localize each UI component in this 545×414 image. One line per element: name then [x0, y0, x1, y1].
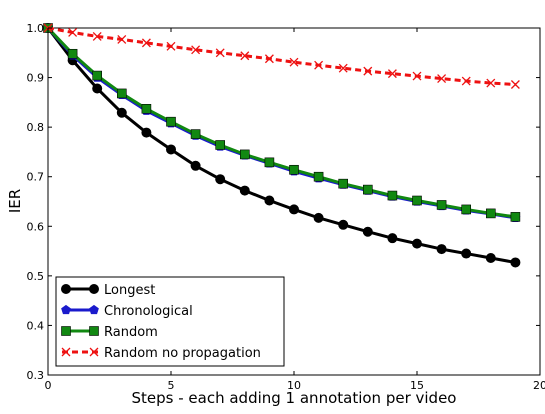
- legend-marker: [89, 326, 99, 336]
- data-point: [510, 212, 521, 222]
- data-point: [362, 226, 373, 237]
- series-line-3: [47, 26, 516, 87]
- data-point: [486, 78, 496, 88]
- x-tick-label: 5: [168, 379, 175, 392]
- data-point: [215, 174, 226, 185]
- data-point: [436, 244, 447, 255]
- data-point: [141, 104, 152, 114]
- data-point: [117, 88, 127, 99]
- data-point: [289, 204, 299, 215]
- x-tick-label: 0: [45, 379, 52, 392]
- data-point: [166, 144, 176, 155]
- data-point: [264, 157, 275, 168]
- data-point: [215, 48, 225, 58]
- data-point: [314, 60, 324, 70]
- data-point: [412, 238, 422, 249]
- data-point: [92, 70, 102, 81]
- legend-entry-1: Chronological: [61, 304, 193, 319]
- x-axis-title: Steps - each adding 1 annotation per vid…: [132, 389, 457, 407]
- data-point: [363, 66, 373, 76]
- y-tick-label: 0.3: [27, 369, 45, 382]
- data-point: [412, 195, 422, 206]
- data-point: [485, 208, 496, 219]
- data-point: [313, 212, 324, 223]
- y-tick-label: 0.8: [27, 121, 45, 134]
- y-tick-label: 0.4: [27, 319, 45, 332]
- data-point: [215, 140, 225, 150]
- data-point: [166, 116, 176, 127]
- data-point: [338, 63, 348, 73]
- data-point: [461, 76, 471, 86]
- data-point: [510, 257, 521, 268]
- legend-label: Longest: [104, 283, 155, 298]
- data-point: [191, 45, 201, 55]
- data-point: [68, 28, 78, 37]
- y-tick-label: 0.9: [27, 72, 45, 85]
- legend-marker: [61, 326, 71, 336]
- data-point: [485, 253, 496, 264]
- legend-entry-3: Random no propagation: [61, 346, 261, 361]
- data-point: [510, 80, 520, 89]
- data-point: [289, 57, 299, 67]
- legend-marker: [89, 304, 99, 315]
- data-point: [387, 69, 397, 79]
- data-point: [190, 129, 201, 139]
- series-0: [43, 23, 521, 268]
- data-point: [289, 164, 299, 175]
- data-point: [141, 38, 151, 48]
- data-point: [437, 74, 447, 84]
- data-point: [239, 185, 250, 196]
- legend-entry-0: Longest: [61, 283, 155, 298]
- data-point: [387, 190, 398, 201]
- legend-label: Random no propagation: [104, 346, 261, 361]
- x-tick-label: 15: [410, 379, 424, 392]
- legend-marker: [89, 284, 99, 294]
- data-point: [412, 71, 422, 81]
- data-point: [240, 51, 250, 61]
- legend-marker: [89, 347, 99, 357]
- legend-marker: [61, 347, 71, 357]
- data-point: [116, 107, 127, 118]
- data-point: [264, 195, 275, 206]
- data-point: [141, 127, 152, 138]
- y-tick-label: 0.5: [27, 270, 45, 283]
- x-tick-label: 20: [533, 379, 545, 392]
- data-point: [92, 31, 102, 41]
- legend-label: Chronological: [104, 304, 193, 319]
- series-3: [43, 23, 520, 89]
- data-point: [313, 171, 324, 182]
- data-point: [166, 41, 176, 51]
- y-tick-label: 0.6: [27, 220, 45, 233]
- series-layer: [43, 22, 521, 268]
- data-point: [338, 178, 349, 189]
- data-point: [190, 160, 201, 171]
- series-2: [43, 23, 521, 222]
- data-point: [338, 219, 349, 230]
- data-point: [92, 83, 103, 94]
- data-point: [240, 149, 250, 160]
- legend-marker: [61, 284, 71, 294]
- y-axis-title: IER: [6, 189, 24, 213]
- data-point: [67, 48, 78, 59]
- legend-label: Random: [104, 325, 158, 340]
- data-point: [436, 200, 447, 210]
- data-point: [362, 184, 373, 195]
- ticks-layer: 0 5 10 15 20 0.3 0.4 0.5 0.6 0.7 0.8 0.9 1.0: [27, 22, 545, 392]
- data-point: [117, 34, 127, 44]
- data-point: [461, 248, 472, 259]
- data-point: [387, 233, 398, 244]
- x-tick-label: 10: [287, 379, 301, 392]
- y-tick-label: 0.7: [27, 171, 45, 184]
- legend: Longest Chronological Random Random no prop…: [55, 276, 285, 367]
- y-tick-label: 1.0: [27, 22, 45, 35]
- legend-entry-2: Random: [61, 325, 158, 340]
- legend-marker: [61, 304, 71, 315]
- data-point: [461, 204, 472, 215]
- data-point: [264, 54, 274, 64]
